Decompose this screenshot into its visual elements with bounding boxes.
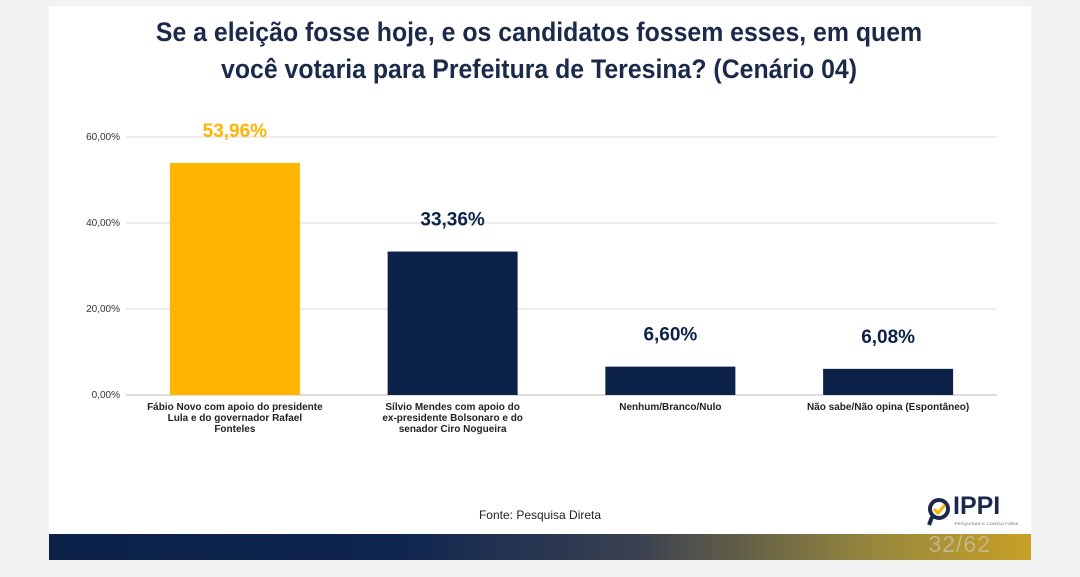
logo-subtitle: PESQUISAS E CONSULTORIA xyxy=(955,521,1019,526)
category-label: Fábio Novo com apoio do presidente xyxy=(147,402,323,413)
data-label: 33,36% xyxy=(420,210,485,231)
y-tick-label: 20,00% xyxy=(86,304,120,315)
source-note: Fonte: Pesquisa Direta xyxy=(478,508,602,522)
page-number: 32/62 xyxy=(928,531,991,557)
category-label: senador Ciro Nogueira xyxy=(399,424,507,435)
bar xyxy=(387,251,518,395)
category-label: Fonteles xyxy=(214,424,256,435)
bar-chart: 0,00% 20,00% 40,00% 60,00% 53,96% Fábio Novo … xyxy=(86,121,997,435)
category-label: Lula e do governador Rafael xyxy=(168,413,303,424)
slide: Se a eleição fosse hoje, e os candidatos… xyxy=(49,6,1031,560)
logo-icon xyxy=(927,498,950,526)
category-label: ex-presidente Bolsonaro e do xyxy=(382,413,523,424)
y-tick-label: 40,00% xyxy=(86,218,120,229)
chart-title: Se a eleição fosse hoje, e os candidatos… xyxy=(155,17,923,84)
data-label: 53,96% xyxy=(203,121,268,142)
category-label: Nenhum/Branco/Nulo xyxy=(619,402,721,413)
logo-text: IPPI xyxy=(953,492,1001,520)
bar xyxy=(823,368,954,395)
data-label: 6,08% xyxy=(861,327,915,348)
category-label: Não sabe/Não opina (Espontâneo) xyxy=(807,402,969,413)
y-tick-label: 0,00% xyxy=(92,390,120,401)
bar xyxy=(169,162,300,395)
category-label: Sílvio Mendes com apoio do xyxy=(385,402,519,413)
y-tick-label: 60,00% xyxy=(86,132,120,143)
ippi-logo: IPPI PESQUISAS E CONSULTORIA xyxy=(927,492,1023,534)
data-label: 6,60% xyxy=(643,325,697,346)
footer-bar xyxy=(49,534,1031,560)
bar xyxy=(605,366,736,395)
